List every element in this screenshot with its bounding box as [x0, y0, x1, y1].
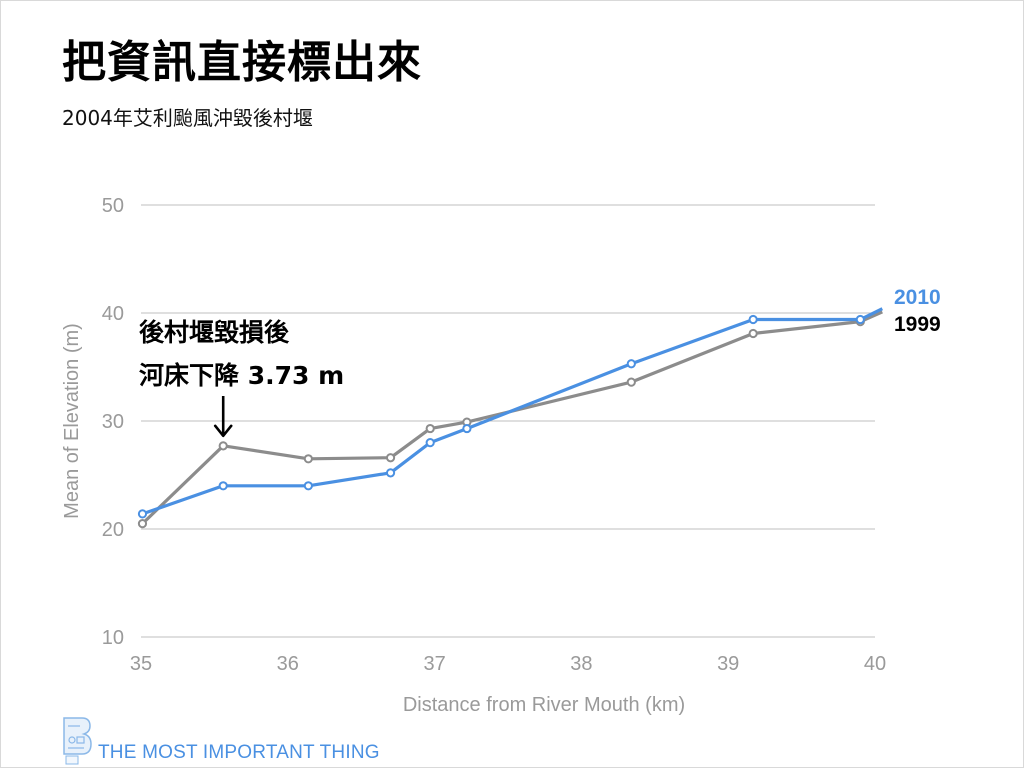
data-point-2010 [303, 481, 313, 491]
y-tick-label: 50 [102, 195, 124, 217]
data-point-2010 [748, 314, 758, 325]
data-point-1999 [748, 328, 758, 339]
footer-tagline: THE MOST IMPORTANT THING [98, 742, 380, 763]
y-tick-label: 20 [102, 519, 124, 541]
annotation-line-1: 後村堰毀損後 [139, 318, 290, 347]
data-point-2010 [425, 438, 435, 448]
annotation-line-2: 河床下降 3.73 m [139, 361, 344, 390]
slide-title: 把資訊直接標出來 [62, 37, 422, 88]
slide-subtitle: 2004年艾利颱風沖毀後村堰 [62, 106, 313, 130]
x-tick-label: 38 [570, 653, 592, 675]
series-line-1999 [141, 310, 883, 525]
y-tick-label: 40 [102, 303, 124, 325]
data-point-1999 [137, 519, 148, 529]
y-tick-label: 30 [102, 411, 124, 433]
data-point-1999 [385, 453, 396, 463]
annotation-arrow-head [213, 424, 233, 438]
data-point-2010 [218, 481, 228, 491]
x-tick-label: 39 [717, 653, 739, 675]
book-logo-icon [63, 717, 92, 765]
x-tick-label: 40 [864, 653, 886, 675]
data-point-2010 [137, 509, 148, 519]
y-axis-title: Mean of Elevation (m) [61, 323, 83, 519]
data-point-2010 [385, 468, 396, 478]
series-label-2010: 2010 [894, 286, 941, 309]
x-tick-label: 35 [130, 653, 152, 675]
x-tick-label: 37 [423, 653, 445, 675]
series-line-2010 [141, 307, 884, 516]
data-point-2010 [855, 314, 865, 325]
data-point-2010 [626, 359, 636, 369]
x-axis-title: Distance from River Mouth (km) [403, 694, 685, 716]
series-label-1999: 1999 [894, 313, 941, 336]
data-point-1999 [218, 441, 228, 451]
data-point-1999 [425, 423, 435, 434]
y-tick-label: 10 [102, 627, 124, 649]
data-point-2010 [462, 423, 472, 434]
data-point-1999 [303, 454, 313, 464]
data-point-1999 [626, 377, 636, 387]
x-tick-label: 36 [277, 653, 299, 675]
footer: THE MOST IMPORTANT THING [58, 714, 418, 766]
